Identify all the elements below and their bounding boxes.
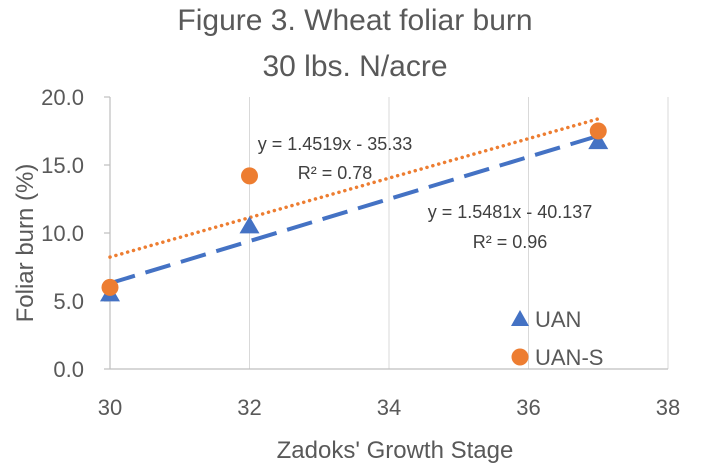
axes bbox=[104, 96, 668, 370]
trendline-uan-s bbox=[108, 117, 600, 259]
point-uan-s bbox=[589, 122, 607, 140]
x-tick-label: 32 bbox=[237, 395, 261, 420]
point-uan-s bbox=[241, 167, 258, 185]
data-points bbox=[100, 122, 609, 302]
legend-uan-s-label: UAN-S bbox=[535, 345, 603, 370]
uan-s-r2: R² = 0.78 bbox=[298, 163, 373, 183]
y-axis-label: Foliar burn (%) bbox=[12, 164, 39, 323]
trendline-uan bbox=[109, 133, 599, 286]
point-uan bbox=[239, 216, 260, 234]
x-tick-label: 38 bbox=[656, 395, 680, 420]
uan-equation: y = 1.5481x - 40.137 bbox=[428, 202, 593, 222]
x-axis-label: Zadoks' Growth Stage bbox=[277, 437, 514, 464]
point-uan-s bbox=[101, 278, 119, 296]
legend: UAN UAN-S bbox=[511, 307, 603, 370]
point-uan bbox=[588, 131, 609, 150]
y-tick-label: 15.0 bbox=[41, 153, 84, 178]
legend-uan-s-circle-icon bbox=[511, 348, 529, 366]
x-tick-label: 36 bbox=[516, 395, 540, 420]
x-tick-label: 34 bbox=[377, 395, 401, 420]
chart-title-line-1: Figure 3. Wheat foliar burn bbox=[177, 4, 532, 37]
tick-labels: 0.0 5.0 10.0 15.0 20.0 30 32 34 36 38 bbox=[41, 85, 680, 420]
y-tick-label: 10.0 bbox=[41, 221, 84, 246]
trendlines bbox=[108, 117, 600, 286]
y-tick-label: 20.0 bbox=[41, 85, 84, 110]
uan-r2: R² = 0.96 bbox=[473, 232, 548, 252]
legend-uan-label: UAN bbox=[535, 307, 581, 332]
legend-uan-triangle-icon bbox=[511, 310, 529, 326]
chart-title-line-2: 30 lbs. N/acre bbox=[262, 50, 447, 83]
uan-s-equation: y = 1.4519x - 35.33 bbox=[258, 134, 413, 154]
y-tick-label: 5.0 bbox=[53, 289, 84, 314]
x-tick-label: 30 bbox=[98, 395, 122, 420]
y-tick-label: 0.0 bbox=[53, 357, 84, 382]
